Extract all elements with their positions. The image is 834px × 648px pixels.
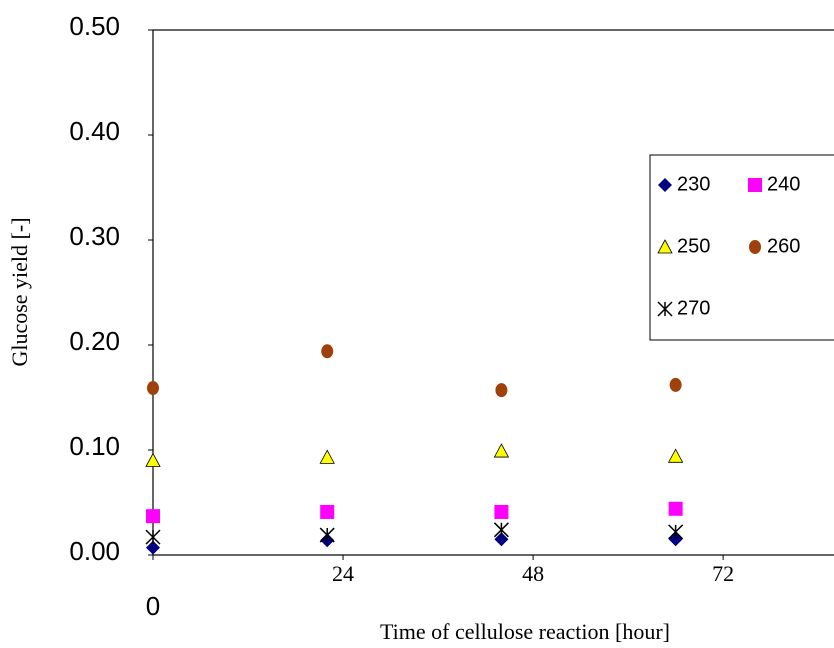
legend-box bbox=[649, 154, 834, 341]
data-point bbox=[669, 377, 682, 392]
y-tick-label: 0.50 bbox=[69, 11, 120, 41]
data-point bbox=[494, 504, 509, 519]
data-point bbox=[668, 524, 684, 540]
data-point bbox=[319, 449, 335, 464]
data-point bbox=[319, 527, 335, 543]
legend-label: 260 bbox=[767, 235, 800, 257]
data-point bbox=[145, 529, 161, 545]
data-point bbox=[146, 540, 160, 555]
y-tick-label: 0.00 bbox=[69, 536, 120, 566]
y-axis-label: Glucose yield [-] bbox=[7, 217, 32, 366]
legend-marker bbox=[748, 178, 762, 192]
data-point bbox=[495, 383, 508, 398]
data-point bbox=[146, 509, 160, 524]
x-tick-label: 72 bbox=[712, 561, 734, 586]
legend-label: 270 bbox=[677, 297, 710, 319]
legend-marker bbox=[658, 178, 672, 192]
data-point bbox=[147, 381, 159, 396]
legend-label: 240 bbox=[767, 173, 800, 195]
x-tick-label: 48 bbox=[522, 561, 544, 586]
data-point bbox=[494, 532, 509, 547]
data-point bbox=[493, 443, 510, 458]
data-point bbox=[145, 452, 161, 467]
data-point bbox=[493, 522, 509, 538]
y-tick-label: 0.20 bbox=[69, 326, 120, 356]
legend-marker bbox=[657, 301, 673, 317]
y-tick-label: 0.10 bbox=[69, 431, 120, 461]
data-point bbox=[320, 504, 335, 519]
legend-marker bbox=[749, 240, 761, 254]
y-tick-label: 0.40 bbox=[69, 116, 120, 146]
legend-marker bbox=[657, 239, 673, 254]
data-point bbox=[668, 501, 683, 516]
legend-label: 230 bbox=[677, 173, 710, 195]
data-point bbox=[321, 344, 334, 359]
x-axis-label: Time of cellulose reaction [hour] bbox=[380, 619, 670, 644]
x-tick-label: 0 bbox=[146, 591, 160, 621]
data-point bbox=[667, 448, 684, 463]
legend-label: 250 bbox=[677, 235, 710, 257]
plot-area bbox=[152, 29, 834, 556]
y-tick-label: 0.30 bbox=[69, 221, 120, 251]
x-tick-label: 24 bbox=[332, 561, 354, 586]
